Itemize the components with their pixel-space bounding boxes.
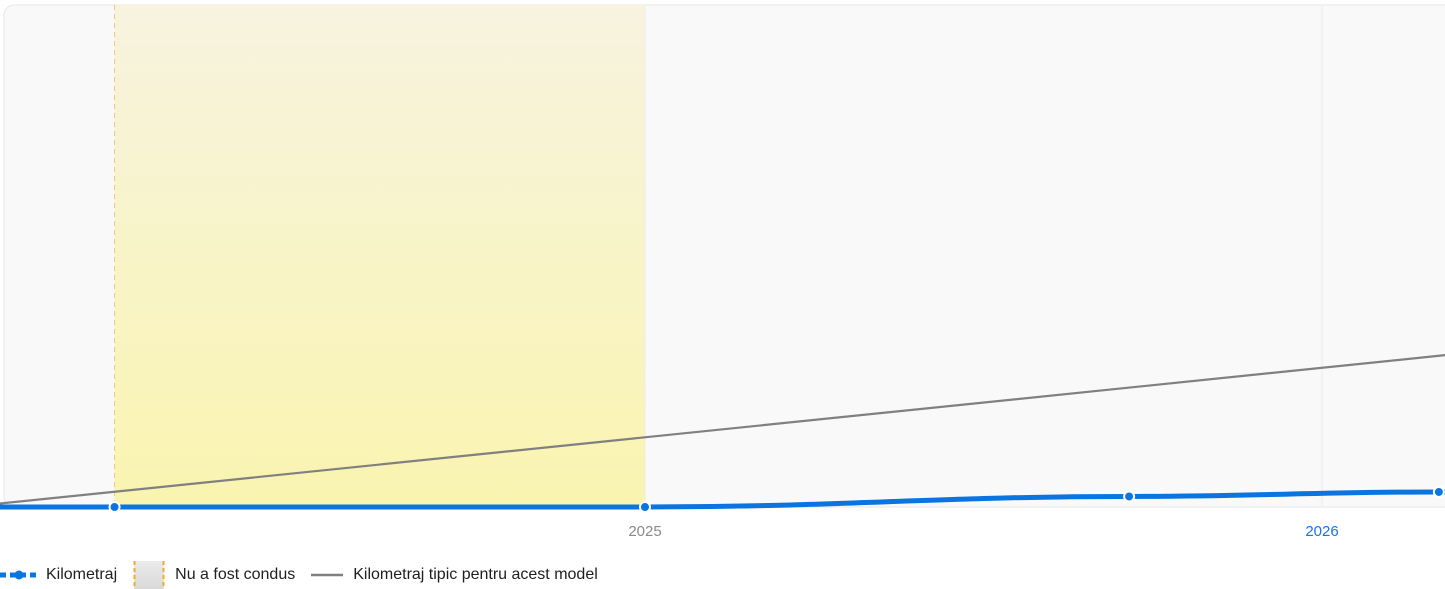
series-line-kilometraj-tipic (0, 354, 1445, 505)
legend-label-nu-a-fost-condus: Nu a fost condus (175, 566, 296, 583)
legend-item-kilometraj-tipic[interactable]: Kilometraj tipic pentru acest model (311, 566, 598, 584)
data-point-kilometraj[interactable] (1123, 490, 1136, 503)
x-tick-label-2025: 2025 (628, 523, 661, 540)
legend-swatch-kilometraj-tipic (311, 573, 344, 577)
data-point-kilometraj[interactable] (1432, 485, 1445, 498)
chart-plot: 2025 2026 (0, 4, 1445, 540)
band-nu-a-fost-condus (114, 5, 646, 507)
legend-label-kilometraj-tipic: Kilometraj tipic pentru acest model (353, 566, 598, 583)
x-tick-label-2026: 2026 (1305, 523, 1338, 540)
legend: Kilometraj Nu a fost condus Kilometraj (0, 561, 614, 589)
legend-swatch-kilometraj (0, 570, 38, 580)
legend-item-kilometraj[interactable]: Kilometraj (0, 566, 117, 584)
data-point-kilometraj[interactable] (639, 501, 651, 513)
legend-item-nu-a-fost-condus[interactable]: Nu a fost condus (133, 561, 295, 589)
legend-swatch-nu-a-fost-condus (133, 561, 165, 589)
legend-label-kilometraj: Kilometraj (46, 566, 118, 583)
data-point-kilometraj[interactable] (108, 501, 121, 513)
